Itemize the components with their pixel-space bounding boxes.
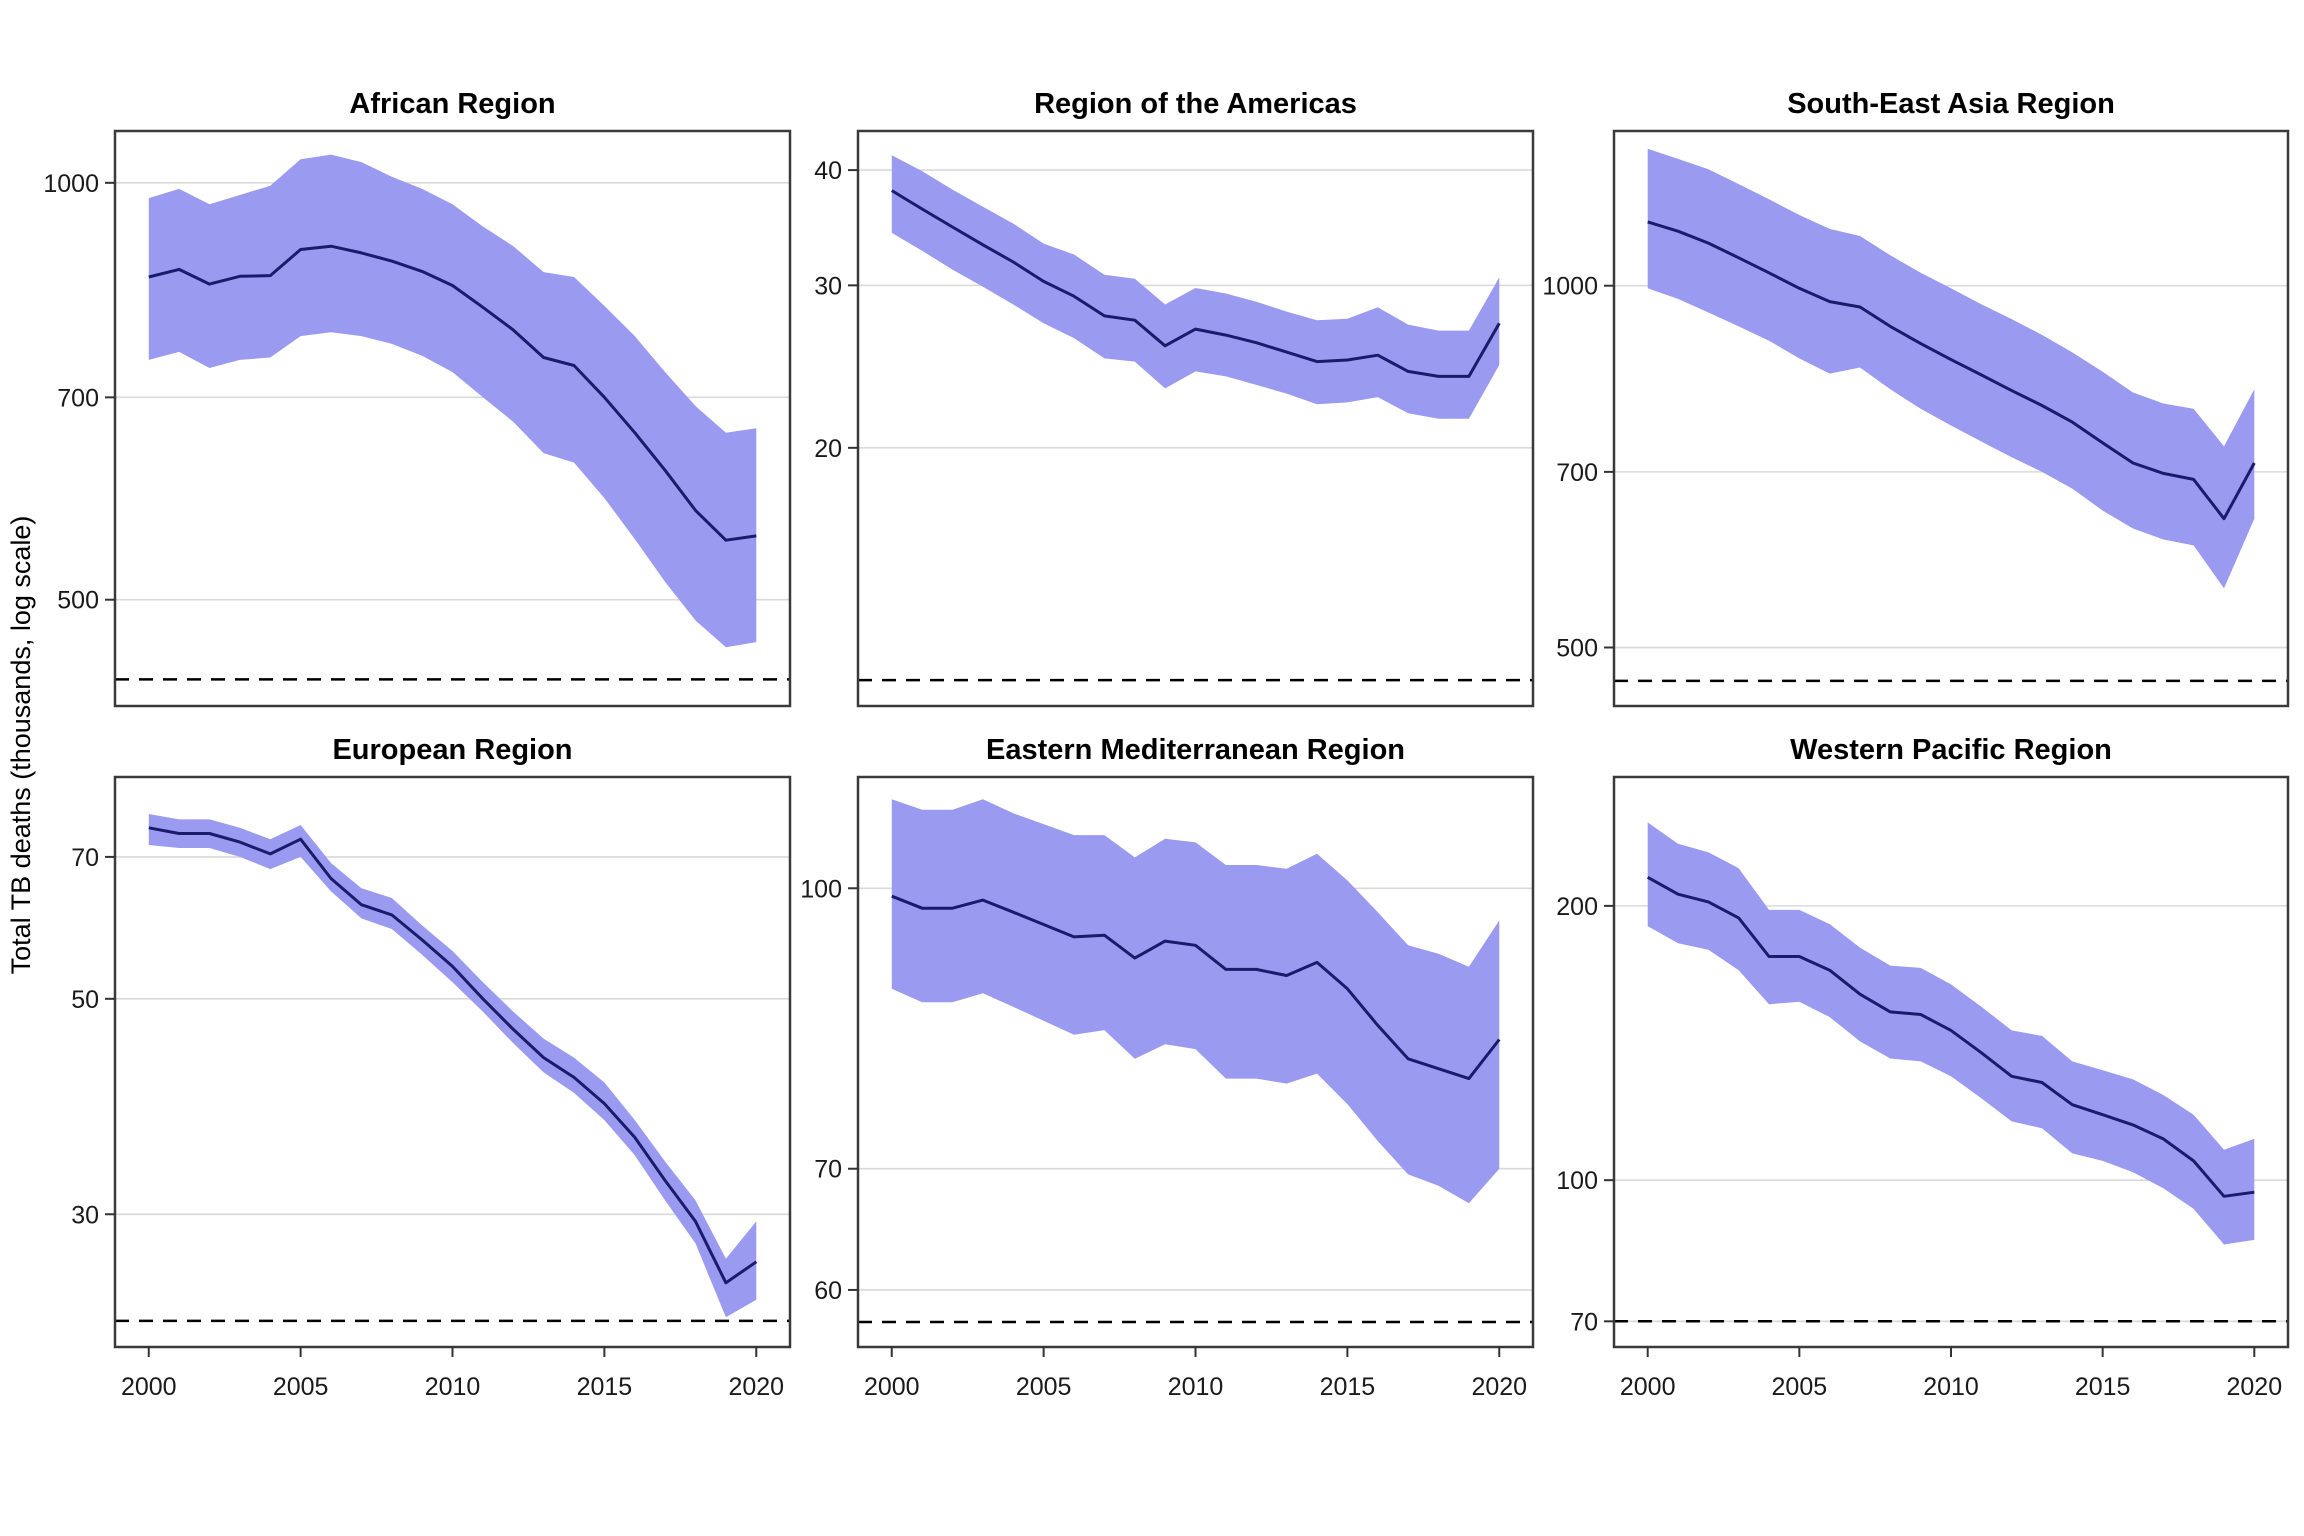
trend-line	[148, 826, 758, 1285]
y-tick-label: 30	[71, 1201, 99, 1229]
x-tick-label: 2010	[1168, 1373, 1224, 1401]
trend-line	[891, 189, 1501, 378]
uncertainty-ribbon	[1647, 148, 2255, 589]
x-tick-label: 2000	[1620, 1373, 1676, 1401]
y-tick-label: 20	[814, 435, 842, 463]
panel-south-east-asia-region: 1000 700 500 South-East Asia Region	[1542, 88, 2290, 708]
trend-line	[1647, 220, 2256, 521]
y-tick-label: 100	[1556, 1167, 1598, 1195]
x-tick-label: 2010	[1923, 1373, 1979, 1401]
trend-line	[891, 894, 1501, 1081]
y-tick-label: 1000	[43, 170, 99, 198]
y-tick-label: 1000	[1542, 273, 1598, 301]
x-tick-label: 2020	[2226, 1373, 2282, 1401]
y-tick-label: 70	[1570, 1308, 1598, 1336]
uncertainty-ribbon	[148, 814, 757, 1318]
y-tick-label: 50	[71, 986, 99, 1014]
y-tick-label: 30	[814, 272, 842, 300]
panel-title: African Region	[349, 88, 555, 120]
x-tick-label: 2015	[2075, 1373, 2131, 1401]
trend-line	[1646, 875, 2255, 1198]
panel-region-of-the-americas: 40 30 20 Region of the Americas	[814, 88, 1535, 708]
y-tick-label: 40	[814, 157, 842, 185]
panel-title: Eastern Mediterranean Region	[986, 734, 1405, 766]
x-tick-label: 2005	[273, 1373, 329, 1401]
panel-title: Region of the Americas	[1034, 88, 1357, 120]
x-tick-label: 2005	[1772, 1373, 1828, 1401]
y-tick-label: 70	[71, 844, 99, 872]
panel-eastern-mediterranean-region: 100 70 60 2000 2005 2010 2015 2020 Eastern Medit…	[800, 734, 1535, 1401]
x-tick-label: 2015	[1320, 1373, 1376, 1401]
panel-border	[1612, 129, 2290, 708]
x-tick-label: 2015	[577, 1373, 633, 1401]
facet-panels: 1000 700 500 African Region 40 30 20 Region of …	[43, 88, 2290, 1401]
panel-title: South-East Asia Region	[1787, 88, 2115, 120]
panel-african-region: 1000 700 500 African Region	[43, 88, 792, 708]
x-tick-label: 2005	[1016, 1373, 1072, 1401]
panel-border	[113, 775, 792, 1349]
panel-title: European Region	[332, 734, 572, 766]
y-axis-title: Total TB deaths (thousands, log scale)	[6, 516, 36, 975]
trend-line	[148, 244, 757, 542]
x-tick-label: 2000	[864, 1373, 920, 1401]
y-tick-label: 500	[1556, 635, 1598, 663]
x-tick-label: 2020	[1471, 1373, 1527, 1401]
y-tick-label: 200	[1556, 893, 1598, 921]
panel-border	[856, 129, 1535, 708]
uncertainty-ribbon	[891, 799, 1500, 1204]
x-tick-label: 2000	[121, 1373, 177, 1401]
y-tick-label: 60	[814, 1277, 842, 1305]
panel-border	[113, 129, 792, 708]
x-tick-label: 2010	[425, 1373, 481, 1401]
panel-european-region: 70 50 30 2000 2005 2010 2015 2020 European Regio…	[71, 734, 792, 1401]
y-tick-label: 700	[1556, 459, 1598, 487]
x-tick-label: 2020	[728, 1373, 784, 1401]
uncertainty-ribbon	[891, 155, 1500, 419]
uncertainty-ribbon	[1647, 822, 2255, 1245]
panel-western-pacific-region: 200 100 70 2000 2005 2010 2015 2020 Western Paci…	[1556, 734, 2290, 1401]
y-tick-label: 70	[814, 1156, 842, 1184]
uncertainty-ribbon	[148, 154, 757, 648]
y-tick-label: 100	[800, 875, 842, 903]
y-tick-label: 700	[57, 384, 99, 412]
panel-title: Western Pacific Region	[1790, 734, 2112, 766]
y-tick-label: 500	[57, 587, 99, 615]
